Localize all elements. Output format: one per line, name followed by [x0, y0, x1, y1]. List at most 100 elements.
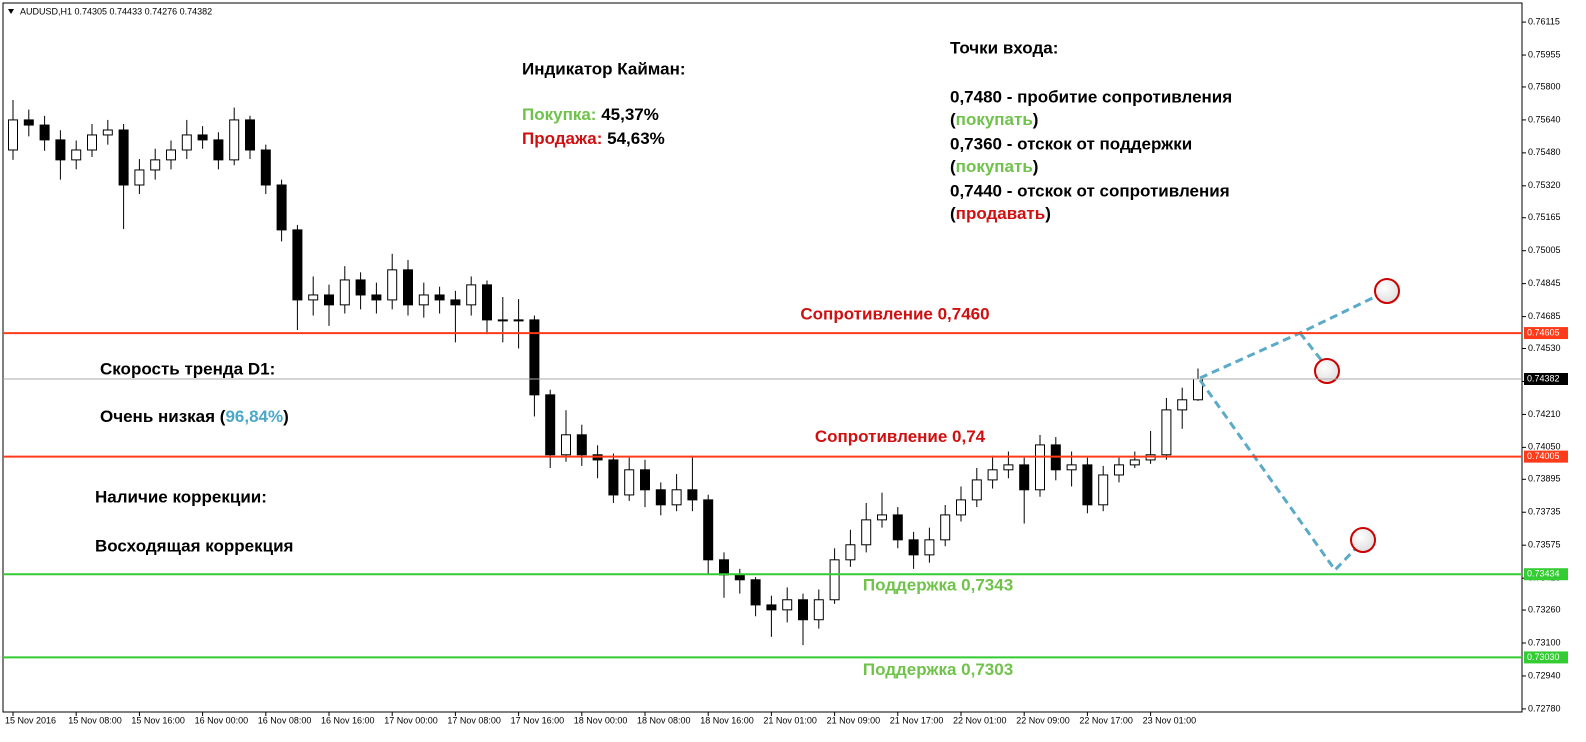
x-tick-label: 16 Nov 16:00	[321, 715, 375, 725]
candle-body	[561, 434, 571, 456]
y-tick-label: 0.75640	[1528, 114, 1561, 124]
candle-body	[387, 269, 398, 301]
x-tick-label: 23 Nov 01:00	[1143, 715, 1197, 725]
candle-body	[166, 149, 176, 161]
candle-body	[355, 279, 366, 296]
candle-body	[403, 269, 413, 306]
candle-body	[798, 599, 808, 621]
x-tick-label: 21 Nov 17:00	[890, 715, 944, 725]
candle-body	[102, 129, 113, 136]
candle-body	[497, 319, 508, 322]
candle-body	[624, 469, 635, 496]
entry-close: )	[1045, 204, 1051, 223]
candle-body	[23, 119, 34, 126]
y-tick-label: 0.74685	[1528, 311, 1561, 321]
last-price-label: 0.74382	[1527, 373, 1560, 383]
level-price-box	[1524, 327, 1568, 340]
candle-body	[576, 434, 587, 456]
candle-body	[513, 319, 524, 322]
last-price-box	[1524, 372, 1568, 385]
candle-body	[245, 119, 255, 151]
level-price-label: 0.73030	[1527, 652, 1560, 662]
candle-body	[1082, 464, 1093, 506]
x-tick-label: 22 Nov 17:00	[1079, 715, 1133, 725]
candle-body	[260, 149, 271, 186]
y-tick-label: 0.72940	[1528, 670, 1561, 680]
candle-body	[1129, 459, 1140, 466]
symbol-info: AUDUSD,H1 0.74305 0.74433 0.74276 0.7438…	[20, 6, 212, 16]
candle-body	[734, 574, 745, 581]
y-tick-label: 0.75005	[1528, 245, 1561, 255]
candle-body	[845, 544, 856, 561]
entry-open: (	[950, 157, 956, 176]
candle-body	[1066, 464, 1077, 471]
x-tick-label: 16 Nov 08:00	[258, 715, 312, 725]
level-price-box	[1524, 651, 1568, 664]
candle-body	[39, 124, 50, 141]
entry-level: 0,7440 - отскок от сопротивления	[950, 181, 1230, 200]
candle-body	[861, 519, 872, 546]
candle-body	[608, 459, 619, 496]
candle-body	[87, 134, 97, 151]
candle-body	[956, 499, 966, 516]
candle-body	[892, 514, 903, 541]
candle-body	[1019, 464, 1030, 491]
y-tick-label: 0.75800	[1528, 81, 1561, 91]
entry-level: 0,7360 - отскок от поддержки	[950, 134, 1192, 153]
x-tick-label: 15 Nov 2016	[5, 715, 56, 725]
candle-body	[339, 279, 350, 306]
x-tick-label: 15 Nov 16:00	[131, 715, 185, 725]
x-tick-label: 16 Nov 00:00	[195, 715, 249, 725]
y-tick-label: 0.75955	[1528, 49, 1561, 59]
candle-body	[466, 284, 477, 306]
level-label: Сопротивление 0,7460	[800, 305, 989, 324]
candle-body	[987, 469, 998, 481]
entry-close: )	[1033, 157, 1039, 176]
candle-body	[308, 294, 319, 301]
y-tick-label: 0.75480	[1528, 147, 1561, 157]
x-tick-label: 22 Nov 01:00	[953, 715, 1007, 725]
candle-body	[450, 299, 461, 306]
correction-value: Восходящая коррекция	[95, 536, 293, 555]
x-tick-label: 21 Nov 01:00	[763, 715, 817, 725]
entry-open: (	[950, 204, 956, 223]
candle-body	[229, 119, 240, 161]
entries-title: Точки входа:	[950, 38, 1058, 57]
sell-line: Продажа: 54,63%	[522, 129, 665, 148]
x-tick-label: 18 Nov 16:00	[700, 715, 754, 725]
y-tick-label: 0.74845	[1528, 278, 1561, 288]
candle-body	[766, 604, 777, 611]
y-tick-label: 0.72780	[1528, 703, 1561, 713]
level-label: Поддержка 0,7343	[863, 576, 1013, 595]
entry-open: (	[950, 110, 956, 129]
plot-area	[2, 2, 1523, 713]
level-label: Поддержка 0,7303	[863, 660, 1013, 679]
candle-body	[1114, 464, 1124, 476]
candle-body	[55, 139, 66, 161]
candle-body	[118, 129, 129, 186]
buy-line: Покупка: 45,37%	[522, 105, 659, 124]
target-circle	[1314, 358, 1340, 384]
caiman-title: Индикатор Кайман:	[522, 59, 686, 78]
entry-close: )	[1033, 110, 1039, 129]
menu-arrow[interactable]	[8, 9, 14, 14]
candle-body	[181, 134, 192, 151]
level-price-label: 0.73434	[1527, 569, 1560, 579]
candle-body	[640, 469, 650, 491]
candle-body	[687, 489, 698, 501]
y-tick-label: 0.73735	[1528, 507, 1561, 517]
entry-action: (продавать)	[950, 204, 1051, 223]
x-tick-label: 22 Nov 09:00	[1016, 715, 1070, 725]
candle-body	[750, 579, 761, 606]
x-tick-label: 21 Nov 09:00	[827, 715, 881, 725]
candle-body	[150, 159, 161, 171]
candle-body	[529, 319, 540, 396]
candle-body	[213, 139, 224, 161]
candle-body	[813, 599, 824, 621]
x-tick-label: 18 Nov 08:00	[637, 715, 691, 725]
y-tick-label: 0.73895	[1528, 474, 1561, 484]
y-tick-label: 0.73260	[1528, 604, 1561, 614]
level-price-label: 0.74605	[1527, 327, 1560, 337]
candle-body	[703, 499, 714, 561]
